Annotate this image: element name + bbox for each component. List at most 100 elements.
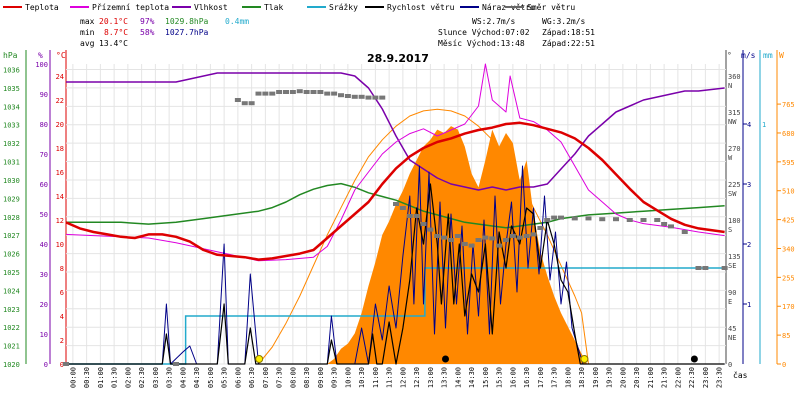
x-tick-label: 05:00: [207, 367, 215, 388]
wind-direction-point: [248, 101, 255, 106]
info-sun: Slunce Východ:07:02: [438, 28, 530, 37]
moonrise-marker: [442, 355, 449, 363]
deg-tick-label: 45: [728, 325, 736, 333]
wind-direction-point: [537, 226, 544, 230]
info-ws: WS:2.7m/s: [472, 17, 516, 26]
pct-tick-label: 70: [40, 151, 48, 159]
stats-max-rain: 0.4mm: [225, 17, 249, 26]
x-tick-label: 08:30: [303, 367, 311, 388]
deg-tick-label: 315: [728, 109, 741, 117]
pct-tick-label: 30: [40, 271, 48, 279]
wind-direction-point: [427, 227, 434, 232]
wind-direction-point: [468, 243, 475, 248]
x-tick-label: 00:00: [69, 367, 77, 388]
wind-direction-point: [544, 218, 551, 222]
wind-direction-point: [276, 90, 283, 94]
wind-direction-point: [523, 234, 530, 238]
w-tick-label: 680: [782, 130, 795, 138]
compass-label: NW: [728, 118, 737, 126]
x-tick-label: 11:00: [372, 367, 380, 388]
pct-tick-label: 100: [35, 61, 48, 69]
pct-tick-label: 80: [40, 121, 48, 129]
hpa-tick-label: 1029: [3, 195, 20, 203]
wind-direction-point: [503, 238, 509, 242]
x-tick-label: 05:30: [221, 367, 229, 388]
hpa-tick-label: 1020: [3, 361, 20, 369]
temperature-line: [65, 121, 725, 261]
pct-tick-label: 50: [40, 211, 48, 219]
solar-radiation-area: [66, 126, 725, 364]
temp-tick-label: 12: [56, 217, 64, 225]
w-tick-label: 340: [782, 245, 795, 253]
x-tick-label: 15:00: [482, 367, 490, 388]
deg-tick-label: 0: [728, 361, 732, 369]
w-tick-label: 595: [782, 159, 795, 167]
wind-direction-point: [599, 217, 606, 222]
x-tick-label: 19:00: [592, 367, 600, 388]
x-tick-label: 22:30: [688, 367, 696, 388]
temp-tick-label: 2: [60, 337, 64, 345]
x-tick-label: 09:30: [331, 367, 339, 388]
wind-direction-point: [571, 216, 578, 221]
hpa-tick-label: 1022: [3, 324, 20, 332]
wind-direction-point: [406, 214, 413, 218]
temp-tick-label: 14: [56, 193, 64, 201]
x-tick-label: 06:30: [248, 367, 256, 388]
wind-direction-point: [661, 222, 668, 226]
x-tick-label: 12:00: [399, 367, 407, 388]
info-moon-set: Západ:22:51: [542, 39, 595, 48]
pct-tick-label: 10: [40, 331, 48, 339]
wind-direction-point: [63, 362, 69, 366]
wind-speed-line: [66, 183, 725, 365]
wind-direction-point: [702, 266, 709, 270]
legend-item-wind-direction: Směr větru: [505, 3, 575, 12]
compass-label: NE: [728, 334, 736, 342]
x-tick-label: 07:30: [276, 367, 284, 388]
wind-direction-point: [372, 95, 379, 100]
legend-item-humidity: Vlhkost: [172, 3, 228, 12]
x-tick-label: 18:30: [578, 367, 586, 388]
x-tick-label: 18:00: [564, 367, 572, 388]
deg-tick-label: 360: [728, 73, 741, 81]
x-tick-label: 11:30: [386, 367, 394, 388]
wind-direction-point: [310, 90, 317, 94]
unit-pct: %: [38, 51, 43, 60]
series: [63, 63, 728, 366]
x-tick-label: 14:00: [454, 367, 462, 388]
chart-title: 28.9.2017: [367, 52, 429, 65]
stats-max-press: 1029.8hPa: [165, 17, 209, 26]
wind-direction-point: [358, 94, 365, 99]
wind-direction-point: [255, 91, 262, 96]
hpa-tick-label: 1031: [3, 159, 20, 167]
stats-max-label: max: [80, 17, 95, 26]
hpa-tick-label: 1025: [3, 269, 20, 277]
wind-direction-point: [283, 90, 289, 94]
hpa-tick-label: 1032: [3, 140, 20, 148]
stats-max-hum: 97%: [140, 17, 155, 26]
x-tick-label: 16:00: [509, 367, 517, 388]
x-tick-label: 21:00: [647, 367, 655, 388]
legend-item-pressure: Tlak: [242, 3, 283, 12]
x-tick-label: 16:30: [523, 367, 531, 388]
x-tick-label: 12:30: [413, 367, 421, 388]
mm-tick-label: 1: [762, 121, 766, 129]
wind-direction-point: [530, 232, 537, 237]
x-tick-label: 23:00: [702, 367, 710, 388]
wind-direction-point: [296, 89, 303, 94]
hpa-tick-label: 1028: [3, 214, 20, 222]
legend-label-humidity: Vlhkost: [194, 3, 228, 12]
wind-direction-point: [344, 94, 351, 98]
deg-tick-label: 225: [728, 181, 741, 189]
info-sun-set: Západ:18:51: [542, 28, 595, 37]
wind-direction-point: [434, 234, 441, 238]
x-tick-label: 17:00: [537, 367, 545, 388]
wind-direction-point: [173, 362, 179, 366]
wind-direction-point: [303, 90, 310, 94]
x-tick-label: 22:00: [674, 367, 682, 388]
deg-tick-label: 135: [728, 253, 741, 261]
w-tick-label: 765: [782, 101, 795, 109]
legend-label-rain: Srážky: [329, 3, 358, 12]
hpa-tick-label: 1034: [3, 103, 20, 111]
temp-tick-label: 4: [60, 313, 64, 321]
wind-direction-point: [626, 218, 633, 222]
